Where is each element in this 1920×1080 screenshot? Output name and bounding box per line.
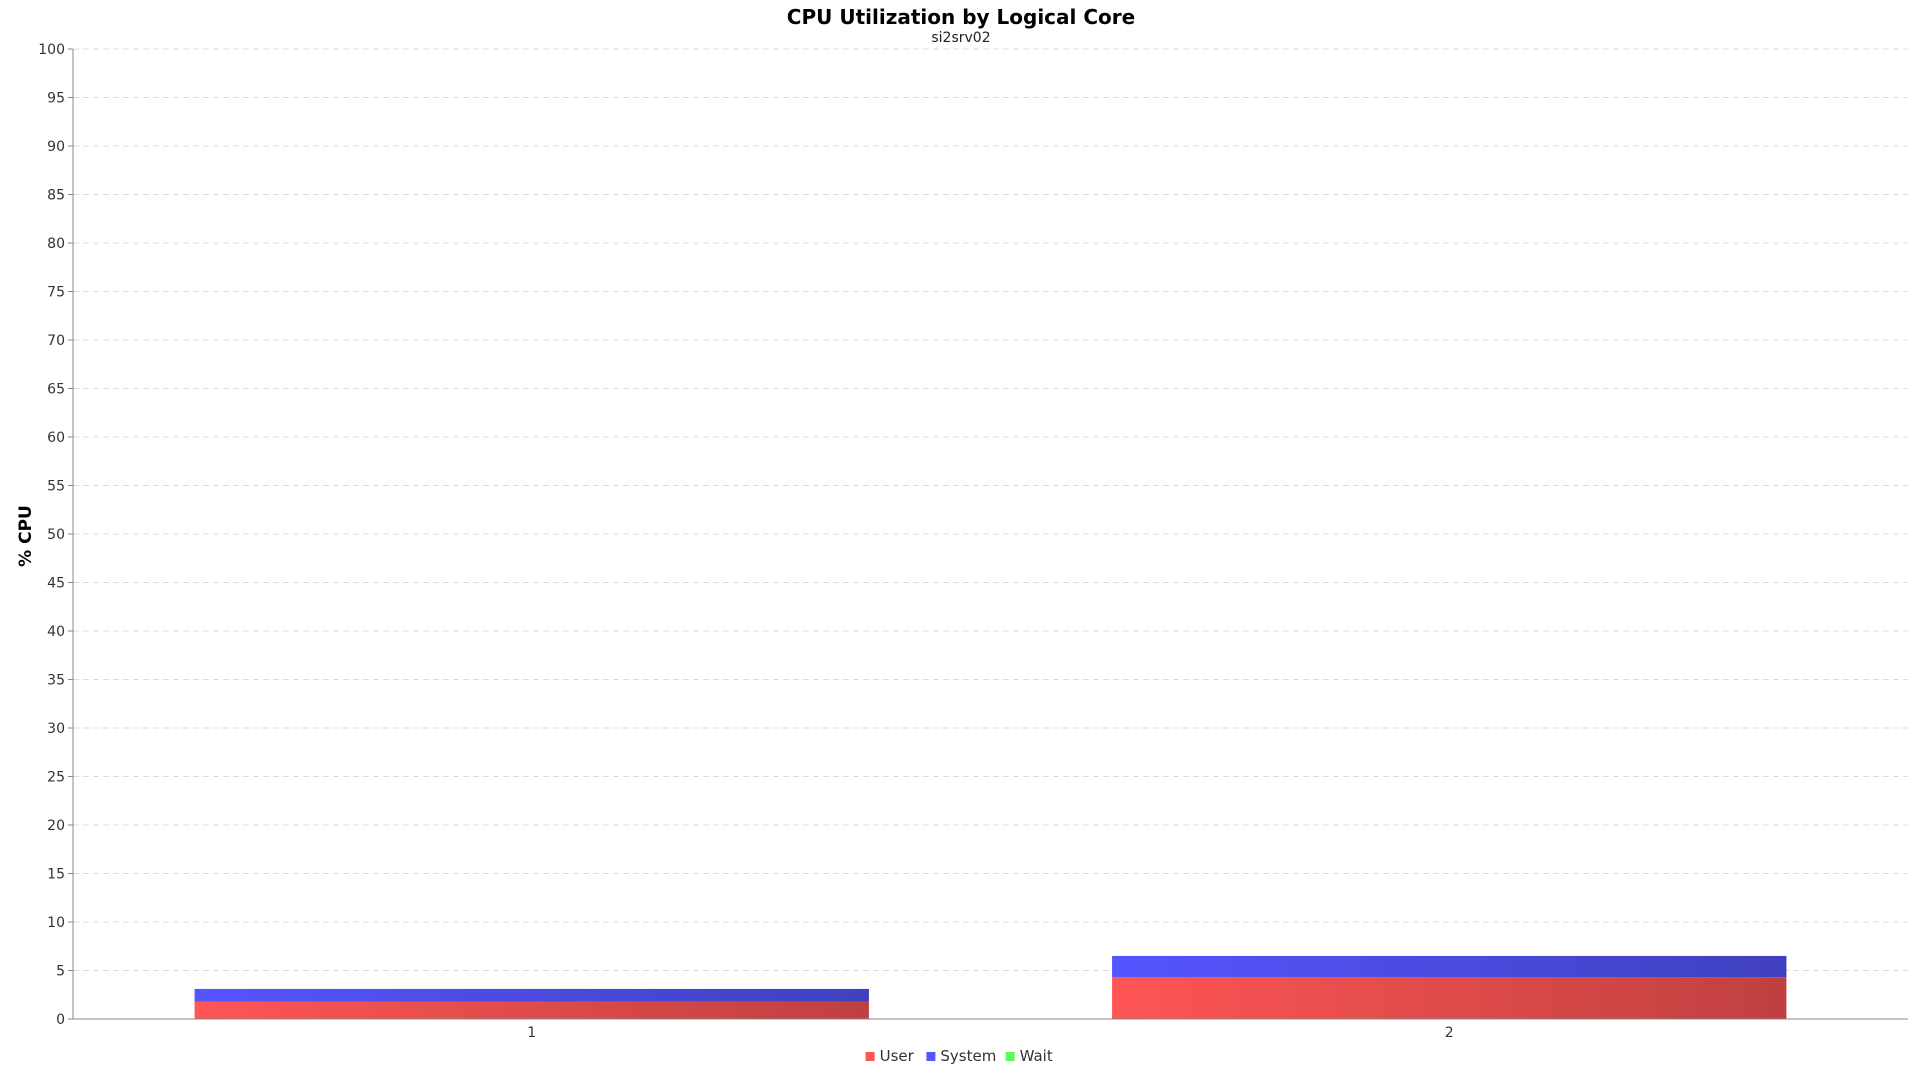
y-tick-label: 90: [47, 139, 65, 155]
bar-system-core-1: [194, 988, 869, 1002]
y-tick-label: 95: [47, 91, 65, 107]
y-tick-label: 45: [47, 576, 65, 592]
y-tick-label: 15: [47, 867, 65, 883]
y-tick-label: 40: [47, 624, 65, 640]
y-tick-label: 65: [47, 382, 65, 398]
x-tick-label: 2: [1445, 1025, 1454, 1041]
bar-user-core-1: [194, 1001, 869, 1019]
y-tick-label: 0: [56, 1012, 65, 1028]
y-tick-label: 100: [38, 42, 65, 58]
y-tick-label: 35: [47, 673, 65, 689]
legend-label-wait: Wait: [1020, 1047, 1053, 1065]
bar-system-core-2: [1112, 955, 1787, 978]
chart-title: CPU Utilization by Logical Core: [787, 5, 1135, 29]
grid-layer: [73, 48, 1908, 971]
y-tick-label: 25: [47, 770, 65, 786]
bar-user-core-2: [1112, 977, 1787, 1019]
y-tick-label: 75: [47, 285, 65, 301]
x-tick-label: 1: [527, 1025, 536, 1041]
legend-label-user: User: [880, 1047, 915, 1065]
y-tick-label: 20: [47, 818, 65, 834]
legend-swatch-wait: [1005, 1052, 1015, 1061]
y-tick-label: 60: [47, 430, 65, 446]
y-tick-label: 80: [47, 236, 65, 252]
axis-layer: 0 5 10 15 20 25 30 35 40 45 50 55 60 65 70 75 80 85 90 95 10…: [38, 42, 1908, 1041]
y-tick-label: 55: [47, 479, 65, 495]
bars-layer: [194, 955, 1787, 1019]
y-tick-label: 5: [56, 964, 65, 980]
y-tick-label: 70: [47, 333, 65, 349]
chart-subtitle: si2srv02: [931, 30, 990, 46]
legend-swatch-user: [865, 1052, 875, 1061]
legend-label-system: System: [940, 1047, 996, 1065]
y-tick-label: 85: [47, 188, 65, 204]
y-tick-label: 50: [47, 527, 65, 543]
legend-swatch-system: [926, 1052, 936, 1061]
y-tick-label: 10: [47, 915, 65, 931]
y-tick-label: 30: [47, 721, 65, 737]
legend: User System Wait: [865, 1047, 1053, 1065]
y-axis-label: % CPU: [16, 505, 36, 567]
